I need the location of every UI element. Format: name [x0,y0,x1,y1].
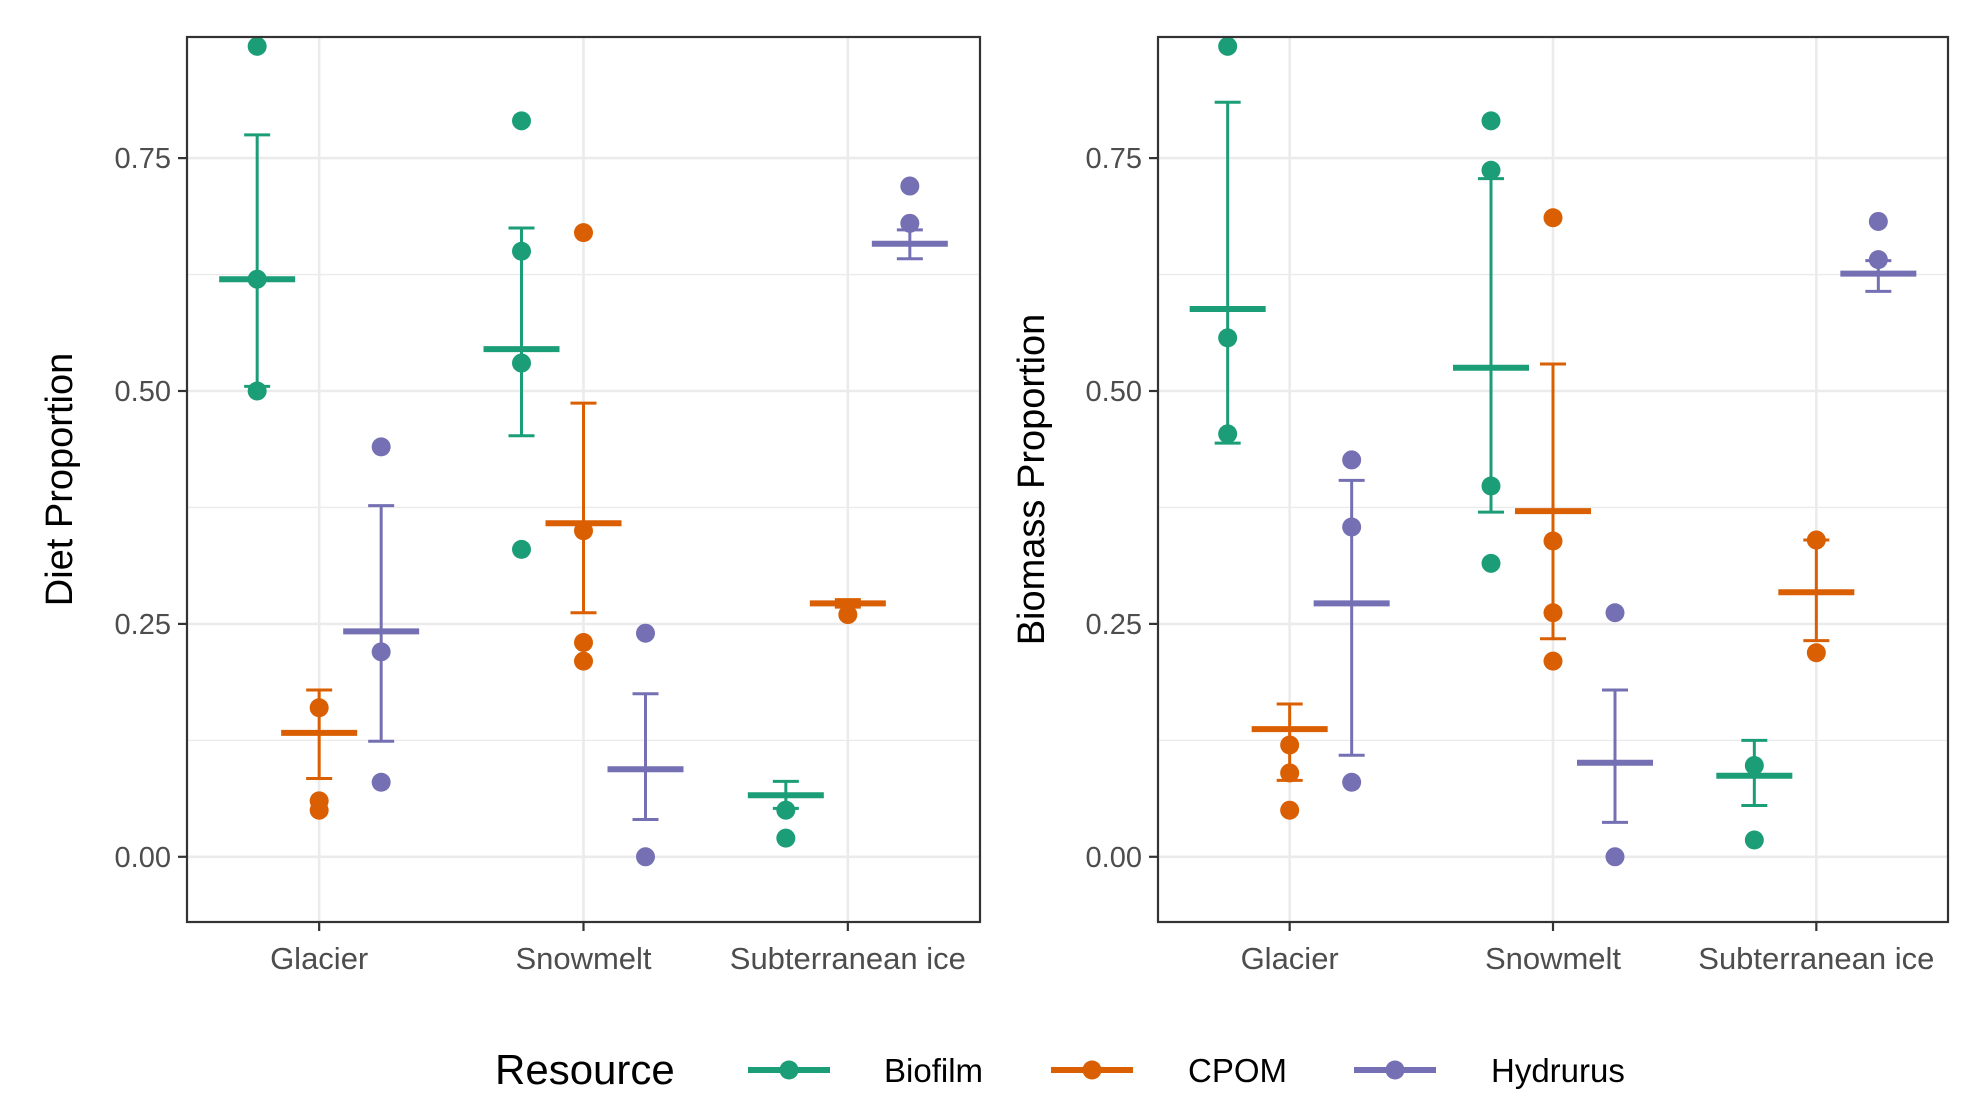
data-point-biofilm-subterranean-ice [776,800,796,820]
data-point-hydrurus-subterranean-ice [1868,211,1888,231]
data-point-cpom-snowmelt [1543,651,1563,671]
data-point-biofilm-glacier [1218,424,1238,444]
data-point-biofilm-subterranean-ice [776,828,796,848]
data-point-biofilm-glacier [247,381,267,401]
data-point-cpom-snowmelt [1543,531,1563,551]
data-point-hydrurus-snowmelt [1605,847,1625,867]
data-point-cpom-snowmelt [574,521,593,541]
data-point-cpom-glacier [1280,735,1300,755]
data-point-biofilm-subterranean-ice [1744,830,1764,850]
data-point-hydrurus-glacier [1342,517,1362,537]
data-point-cpom-subterranean-ice [838,605,858,625]
y-tick-label: 0.75 [1086,143,1142,175]
data-point-biofilm-glacier [1218,36,1238,56]
y-tick-label: 0.50 [1086,376,1142,408]
legend-key-point-biofilm [779,1060,799,1080]
data-point-cpom-glacier [1280,800,1300,820]
data-point-biofilm-snowmelt [512,539,531,559]
y-tick-label: 0.75 [115,143,171,175]
chart-panel-1: 0.00 0.25 0.50 0.75 Glacier Snowmelt Subterran… [39,35,982,976]
y-tick-label: 0.00 [1086,842,1142,874]
data-point-cpom-snowmelt [574,223,593,243]
data-point-hydrurus-glacier [371,437,391,457]
legend-key-point-hydrurus [1385,1060,1405,1080]
x-tick-label: Snowmelt [515,941,651,976]
data-point-cpom-glacier [1280,763,1300,783]
x-tick-label: Glacier [1241,941,1339,976]
data-point-hydrurus-snowmelt [1605,603,1625,623]
data-point-cpom-snowmelt [1543,208,1563,228]
data-point-hydrurus-subterranean-ice [1868,250,1888,270]
data-point-cpom-subterranean-ice [1806,530,1826,550]
data-point-hydrurus-glacier [371,642,391,662]
x-tick-label: Glacier [270,941,368,976]
data-point-hydrurus-glacier [1342,772,1362,792]
data-point-hydrurus-glacier [371,772,391,792]
data-point-cpom-glacier [309,800,329,820]
data-point-biofilm-snowmelt [1481,476,1501,496]
y-axis-title: Diet Proportion [39,353,81,606]
legend-label-hydrurus: Hydrurus [1491,1052,1625,1089]
data-point-biofilm-snowmelt [1481,553,1501,573]
y-tick-label: 0.00 [115,842,171,874]
data-point-biofilm-glacier [247,36,267,56]
data-point-biofilm-snowmelt [512,111,531,131]
chart-panel-2: 0.00 0.25 0.50 0.75 Glacier Snowmelt Subterran… [1011,35,1950,976]
data-point-hydrurus-subterranean-ice [900,213,920,233]
data-point-cpom-glacier [309,698,329,718]
y-axis-title: Biomass Proportion [1011,314,1053,646]
legend-title: Resource [495,1046,675,1093]
y-tick-label: 0.50 [115,376,171,408]
data-point-biofilm-glacier [1218,328,1238,348]
x-tick-label: Subterranean ice [1698,941,1934,976]
data-point-cpom-subterranean-ice [1806,643,1826,663]
data-point-hydrurus-snowmelt [636,623,655,643]
legend-key-point-cpom [1082,1060,1102,1080]
data-point-hydrurus-snowmelt [636,847,655,867]
data-point-cpom-snowmelt [574,633,593,653]
legend-label-biofilm: Biofilm [884,1052,983,1089]
data-point-biofilm-subterranean-ice [1744,755,1764,775]
y-tick-label: 0.25 [115,609,171,641]
data-point-biofilm-glacier [247,269,267,289]
data-point-biofilm-snowmelt [1481,160,1501,180]
data-point-hydrurus-subterranean-ice [900,176,920,196]
x-tick-label: Snowmelt [1485,941,1621,976]
x-tick-label: Subterranean ice [730,941,966,976]
data-point-biofilm-snowmelt [1481,111,1501,131]
legend: Resource Biofilm CPOM Hydrurus [495,1046,1625,1093]
data-point-biofilm-snowmelt [512,353,531,373]
data-point-biofilm-snowmelt [512,241,531,261]
data-point-cpom-snowmelt [1543,603,1563,623]
data-point-cpom-snowmelt [574,651,593,671]
data-point-hydrurus-glacier [1342,450,1362,470]
y-tick-label: 0.25 [1086,609,1142,641]
legend-label-cpom: CPOM [1188,1052,1287,1089]
